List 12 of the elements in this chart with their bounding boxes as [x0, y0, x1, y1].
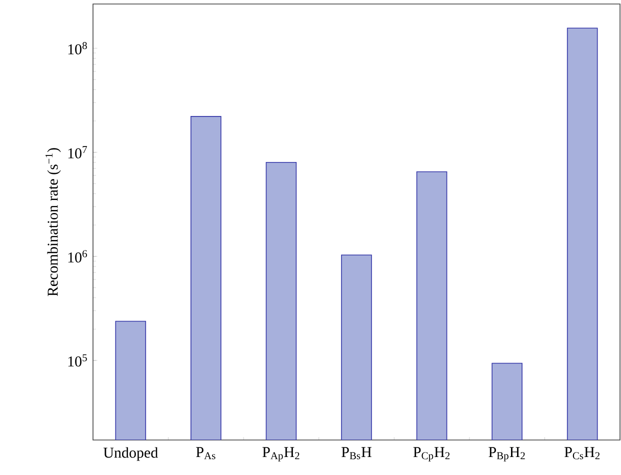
y-tick-label: 10$^{8}$	[68, 42, 87, 54]
y-tick-label: 10$^{7}$	[68, 146, 88, 158]
y-tick-label: 10$^{6}$	[68, 250, 87, 263]
x-tick-label: P$_{Bs}$H	[342, 447, 372, 460]
x-tick-label: Undoped	[103, 447, 158, 461]
y-axis-title: Recombination rate (s$^{−1}$)	[46, 148, 61, 296]
x-tick-label: P$_{Ap}$H$_{2}$	[262, 447, 300, 462]
x-tick-label: P$_{As}$	[196, 447, 216, 460]
x-tick-label: P$_{Cp}$H$_{2}$	[413, 447, 450, 462]
x-tick-label: P$_{Bp}$H$_{2}$	[488, 447, 525, 462]
y-tick-label: 10$^{5}$	[68, 354, 87, 367]
x-tick-label: P$_{Cs}$H$_{2}$	[564, 447, 600, 460]
